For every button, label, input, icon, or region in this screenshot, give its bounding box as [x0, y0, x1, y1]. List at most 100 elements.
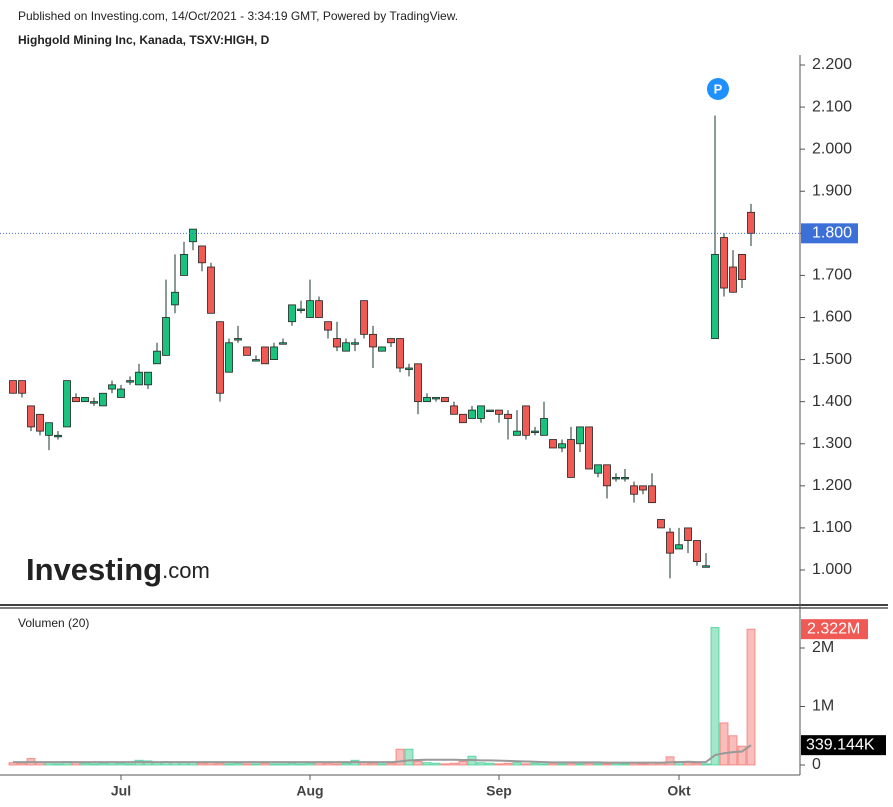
y-tick-label: 1.100 [812, 519, 852, 536]
candle-body [207, 266, 215, 314]
candle-body [117, 388, 125, 398]
candle-body [702, 565, 710, 568]
candle-body [72, 397, 80, 403]
symbol: Highgold Mining Inc, Kanada, TSXV:HIGH, … [18, 33, 270, 47]
candle-body [360, 300, 368, 335]
candle-body [459, 413, 467, 424]
candle-body [333, 338, 341, 348]
volume-bar [494, 763, 504, 766]
volume-bar [665, 756, 675, 766]
volume-bar [602, 763, 612, 766]
candle-body [351, 342, 359, 345]
candle-body [549, 439, 557, 449]
candle-body [54, 434, 62, 438]
price-label-box [801, 223, 858, 244]
candle-body [252, 359, 260, 362]
volume-bar [737, 745, 747, 766]
volume-bar [431, 762, 441, 766]
volume-bar [260, 762, 270, 766]
candle-body [315, 300, 323, 318]
candle-body [405, 367, 413, 370]
candle-body [477, 405, 485, 419]
y-tick-label: 2.100 [812, 98, 852, 115]
volume-bar [224, 763, 234, 766]
candle-body [99, 392, 107, 407]
volume-bar [89, 763, 99, 766]
published: Published on Investing.com, 14/Oct/2021 … [18, 9, 458, 23]
volume-bar [449, 762, 459, 766]
y-tick-label: 1.000 [812, 561, 852, 578]
candle-body [513, 430, 521, 436]
volume-bar [341, 762, 351, 766]
volume-label: 2.322M [807, 620, 860, 637]
volume-bar [530, 762, 540, 766]
candle-body [486, 409, 494, 412]
candle-body [306, 300, 314, 318]
candle-body [441, 397, 449, 403]
candle-body [198, 245, 206, 264]
candle-body [666, 531, 674, 554]
volume-bar [683, 762, 693, 766]
volume-bar [458, 760, 468, 766]
candle-body [504, 413, 512, 419]
candle-body [63, 380, 71, 428]
volume-bar [566, 762, 576, 766]
candle-body [495, 409, 503, 415]
candle-body [585, 426, 593, 470]
candle-body [567, 439, 575, 478]
candle-body [711, 253, 719, 339]
volume-bar [539, 763, 549, 766]
volume-bar [548, 762, 558, 766]
candle-body [729, 266, 737, 293]
x-tick-label: Okt [667, 783, 691, 799]
candle-body [297, 308, 305, 311]
volume-label-box [801, 619, 868, 640]
volume-bar [710, 627, 720, 766]
candle-body [288, 304, 296, 323]
y-tick-label: 1.200 [812, 477, 852, 494]
candle-body [657, 519, 665, 529]
candle-body [576, 426, 584, 445]
volume-bar [395, 748, 405, 766]
volume-title: Volumen (20) [18, 616, 89, 630]
volume-bar [575, 763, 585, 766]
y-tick-label: 1.900 [812, 182, 852, 199]
volume-bar [521, 763, 531, 766]
candle-body [180, 253, 188, 276]
volume-bar [251, 763, 261, 766]
candle-body [423, 397, 431, 403]
volume-bar [422, 762, 432, 766]
candle-body [432, 397, 440, 400]
y2-tick-label: 2M [812, 639, 834, 656]
candle-body [747, 211, 755, 234]
volume-bar [638, 763, 648, 766]
candle-body [468, 409, 476, 419]
volume-bar [305, 762, 315, 766]
volume-bar [80, 762, 90, 766]
volume-bar [269, 763, 279, 766]
candle-body [108, 384, 116, 390]
candle-body [171, 291, 179, 306]
volume-bar [512, 762, 522, 766]
candle-body [153, 350, 161, 365]
candle-body [414, 363, 422, 403]
candle-body [621, 477, 629, 480]
volume-bar [701, 763, 711, 766]
candle-body [450, 405, 458, 415]
volume-bar [377, 763, 387, 766]
volume-bar [296, 763, 306, 766]
volume-bar [692, 762, 702, 766]
candle-body [630, 485, 638, 495]
volume-bar [476, 762, 486, 766]
y-tick-label: 1.500 [812, 351, 852, 368]
y-tick-label: 2.000 [812, 140, 852, 157]
volume-bar [116, 762, 126, 766]
volume-bar [125, 763, 135, 766]
y-tick-label: 1.300 [812, 435, 852, 452]
candle-body [387, 338, 395, 344]
candle-body [612, 477, 620, 480]
candle-body [135, 371, 143, 386]
x-tick-label: Aug [296, 783, 323, 799]
volume-bar [332, 763, 342, 766]
